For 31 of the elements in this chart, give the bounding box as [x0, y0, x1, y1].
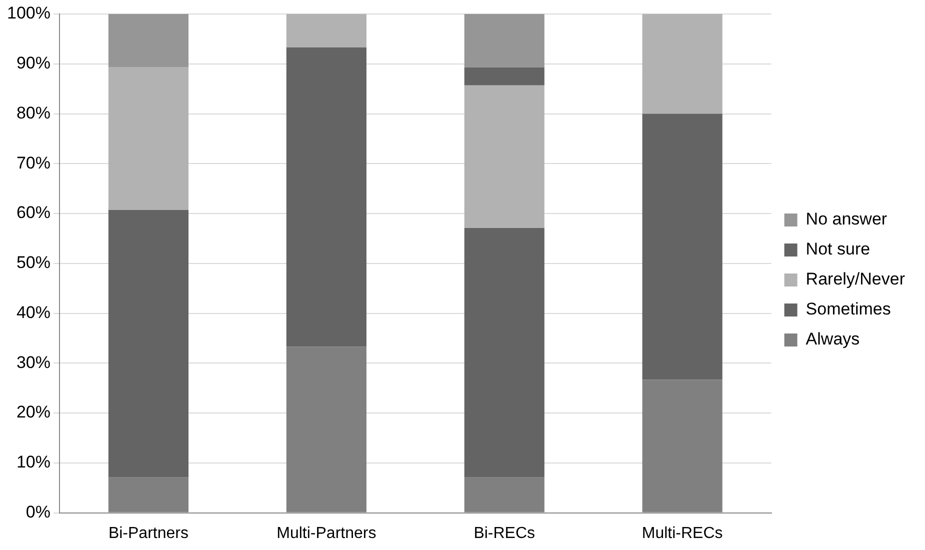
y-tick-label: 50%	[16, 253, 50, 272]
x-tick-label: Bi-Partners	[108, 524, 188, 542]
bar	[464, 85, 544, 228]
bar	[108, 67, 188, 210]
bar	[464, 228, 544, 478]
bar	[642, 114, 722, 380]
bar	[286, 14, 366, 48]
y-tick-label: 30%	[16, 352, 50, 372]
legend-label: Not sure	[806, 240, 870, 259]
y-tick-label: 0%	[26, 502, 50, 522]
bar	[642, 14, 722, 114]
x-tick-label: Multi-Partners	[276, 524, 376, 542]
y-tick-label: 20%	[16, 402, 50, 422]
bar	[464, 67, 544, 86]
legend-label: Rarely/Never	[806, 270, 906, 289]
y-tick-label: 70%	[16, 153, 50, 172]
bar	[108, 14, 188, 68]
x-tick-label: Bi-RECs	[474, 524, 536, 542]
y-tick-label: 10%	[16, 452, 50, 472]
legend-label: Always	[806, 330, 860, 349]
bar	[286, 47, 366, 347]
y-tick-label: 90%	[16, 54, 50, 73]
legend-label: Sometimes	[806, 300, 891, 319]
y-tick-label: 80%	[16, 103, 50, 122]
bar	[464, 14, 544, 68]
y-tick-label: 40%	[16, 302, 50, 322]
bar	[108, 210, 188, 478]
x-tick-label: Multi-RECs	[642, 524, 723, 542]
y-tick-label: 100%	[6, 4, 50, 23]
legend-label: No answer	[806, 210, 888, 229]
y-tick-label: 60%	[16, 203, 50, 222]
